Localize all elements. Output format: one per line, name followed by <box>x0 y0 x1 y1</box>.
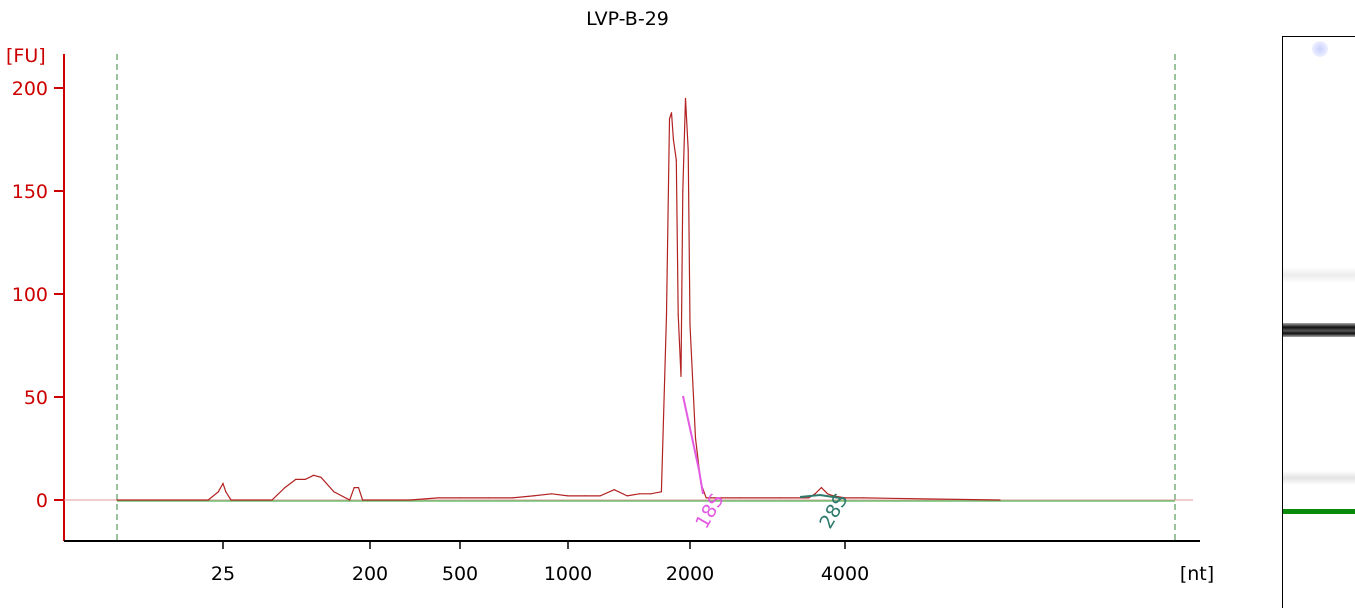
data-point <box>362 499 364 501</box>
data-point <box>284 487 286 489</box>
data-point <box>353 487 355 489</box>
series-trace <box>117 98 1001 501</box>
y-axis-label: [FU] <box>6 45 46 67</box>
data-point <box>705 497 707 499</box>
gel-band-faint-lower <box>1283 471 1355 485</box>
data-point <box>999 499 1001 501</box>
gel-band-lower-marker <box>1283 509 1355 514</box>
data-point <box>694 437 697 439</box>
x-tick-label: 2000 <box>666 563 714 585</box>
data-point <box>409 499 411 501</box>
x-tick-label: 200 <box>352 563 388 585</box>
data-point <box>511 497 513 499</box>
annotation-18s: 18S <box>691 490 728 532</box>
data-point <box>660 491 663 493</box>
data-point <box>207 499 209 501</box>
data-point <box>820 487 823 489</box>
data-point <box>844 497 846 499</box>
data-point <box>567 495 569 497</box>
gel-well-spot <box>1312 41 1328 57</box>
y-tick-label: 100 <box>12 284 48 306</box>
data-point <box>551 493 553 495</box>
data-point <box>333 491 335 493</box>
y-tick-label: 200 <box>12 78 48 100</box>
data-point <box>677 314 679 316</box>
peak-28s-fill-line <box>799 493 841 499</box>
data-point <box>675 159 677 161</box>
x-tick-label: 4000 <box>821 563 869 585</box>
data-point <box>638 493 641 495</box>
data-point <box>116 499 118 501</box>
data-point <box>222 482 224 485</box>
data-point <box>780 497 782 499</box>
data-point <box>710 497 712 499</box>
data-point <box>599 495 601 497</box>
data-point <box>684 97 687 99</box>
electropherogram-plot: [FU] 0 50 100 150 200 25 200 500 1000 2000 4000 [nt]… <box>6 45 1214 585</box>
peak-18s-fill-line <box>682 395 704 495</box>
data-point <box>217 491 219 493</box>
data-point <box>680 375 682 377</box>
data-point <box>689 324 691 326</box>
data-point <box>808 497 810 499</box>
gel-lane-image <box>1282 36 1355 608</box>
data-point <box>682 190 684 192</box>
data-point <box>304 478 306 480</box>
data-point <box>668 118 671 120</box>
data-point <box>827 493 829 495</box>
data-point <box>584 495 586 497</box>
data-point <box>814 493 816 495</box>
data-point <box>230 499 232 501</box>
x-tick-label: 500 <box>442 563 478 585</box>
data-point <box>369 499 371 501</box>
data-point <box>863 497 865 499</box>
chart-title: LVP-B-29 <box>586 8 669 30</box>
data-point <box>271 499 273 501</box>
data-point <box>295 478 297 480</box>
gel-band-faint-upper <box>1283 267 1355 283</box>
data-point <box>665 314 668 316</box>
data-point <box>613 489 615 491</box>
y-tick-label: 0 <box>36 490 48 512</box>
data-point <box>650 493 652 495</box>
data-point <box>349 499 351 501</box>
data-point <box>739 497 741 499</box>
data-point <box>313 474 315 476</box>
data-point <box>225 491 227 493</box>
data-point <box>532 495 534 497</box>
data-point <box>437 497 439 499</box>
x-tick-label: 1000 <box>544 563 592 585</box>
annotation-28s: 28S <box>815 490 852 532</box>
x-axis-label: [nt] <box>1180 563 1214 585</box>
data-point <box>487 497 489 499</box>
x-tick-label: 25 <box>211 563 235 585</box>
data-point <box>687 149 689 151</box>
y-tick-label: 50 <box>24 387 48 409</box>
data-point <box>670 112 673 114</box>
data-point <box>626 495 628 497</box>
data-point <box>357 487 360 489</box>
data-point <box>320 476 322 478</box>
gel-band-main <box>1283 323 1355 337</box>
y-tick-label: 150 <box>12 181 48 203</box>
data-point <box>672 138 675 141</box>
data-point <box>459 497 461 499</box>
